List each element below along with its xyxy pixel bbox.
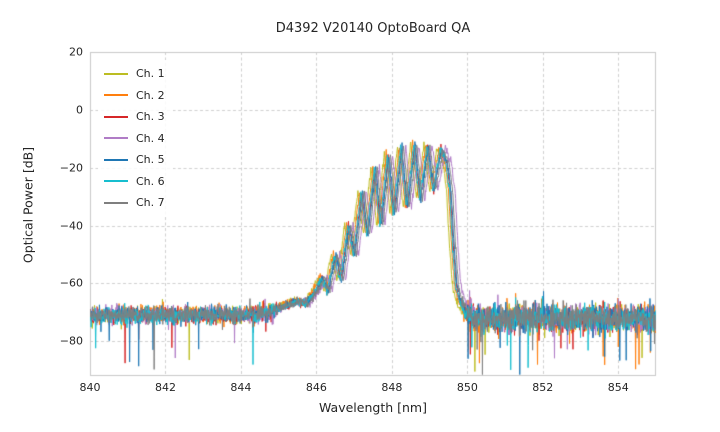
y-tick-label: −40 [59, 219, 83, 233]
y-tick-label: −60 [59, 276, 83, 290]
x-tick-label: 844 [230, 381, 252, 394]
legend-line-swatch [104, 94, 128, 97]
legend-line-swatch [104, 115, 128, 118]
legend-line-swatch [104, 180, 128, 183]
y-tick-label: 20 [69, 45, 83, 59]
legend-line-swatch [104, 137, 128, 140]
x-tick-label: 842 [154, 381, 176, 394]
legend-item: Ch. 1 [104, 63, 165, 85]
legend-line-swatch [104, 158, 128, 161]
legend-item: Ch. 7 [104, 192, 165, 214]
legend-label: Ch. 6 [136, 174, 165, 188]
x-tick-label: 846 [305, 381, 327, 394]
x-tick-label: 854 [607, 381, 629, 394]
legend: Ch. 1 Ch. 2 Ch. 3 Ch. 4 Ch. 5 Ch. 6 Ch. … [98, 60, 173, 217]
legend-item: Ch. 6 [104, 171, 165, 193]
legend-line-swatch [104, 201, 128, 204]
y-tick-label: 0 [76, 103, 83, 117]
x-tick-label: 852 [532, 381, 554, 394]
legend-label: Ch. 3 [136, 110, 165, 124]
legend-item: Ch. 5 [104, 149, 165, 171]
y-tick-label: −80 [59, 334, 83, 348]
x-axis-label: Wavelength [nm] [319, 400, 427, 415]
x-tick-label: 850 [456, 381, 478, 394]
chart-title: D4392 V20140 OptoBoard QA [275, 21, 471, 36]
legend-label: Ch. 7 [136, 196, 165, 210]
x-tick-label: 840 [79, 381, 101, 394]
legend-label: Ch. 2 [136, 88, 165, 102]
legend-label: Ch. 4 [136, 131, 165, 145]
y-axis-label: Optical Power [dB] [20, 146, 36, 264]
legend-item: Ch. 2 [104, 85, 165, 107]
legend-line-swatch [104, 72, 128, 75]
legend-item: Ch. 4 [104, 128, 165, 150]
legend-label: Ch. 5 [136, 153, 165, 167]
legend-label: Ch. 1 [136, 67, 165, 81]
y-tick-label: −20 [59, 161, 83, 175]
x-tick-label: 848 [381, 381, 403, 394]
legend-item: Ch. 3 [104, 106, 165, 128]
